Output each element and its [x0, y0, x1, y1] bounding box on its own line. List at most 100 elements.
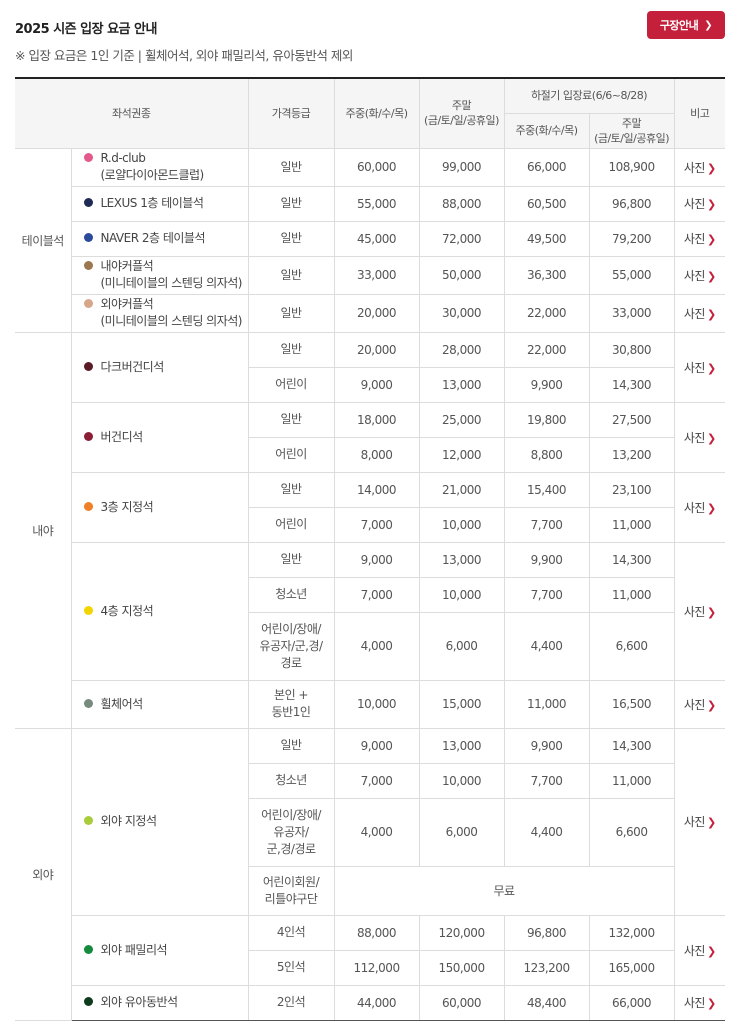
price-cell: 7,700 [503, 762, 590, 799]
price-cell: 18,000 [333, 401, 420, 438]
seat-burgundy-name: 버건디석 [100, 429, 144, 444]
photo-link-naver[interactable]: 사진 ❯ [673, 220, 726, 257]
price-cell: 36,300 [503, 255, 590, 295]
price-cell: 27,500 [588, 401, 675, 438]
seat-outfield-couple-desc: (미니테이블의 스텐딩 의자석) [100, 314, 243, 328]
price-cell: 13,000 [418, 541, 505, 578]
price-cell: 30,800 [588, 331, 675, 368]
seat-color-dot [83, 261, 93, 270]
category-table-seats: 테이블석 [15, 147, 72, 333]
grade-line: 어린이/장애/ [261, 621, 321, 636]
photo-link-outfield-family[interactable]: 사진 ❯ [673, 914, 726, 986]
price-cell: 60,000 [418, 984, 505, 1021]
grade-line: 경로 [280, 655, 302, 670]
photo-label: 사진 [683, 430, 706, 445]
price-cell: 14,300 [588, 727, 675, 764]
seat-infield-couple-desc: (미니테이블의 스텐딩 의자석) [100, 276, 243, 290]
table-row: 3층 지정석 일반 14,000 21,000 15,400 23,100 사진… [15, 471, 726, 543]
header-weekend-line1: 주말 [451, 99, 472, 113]
price-cell: 50,000 [418, 255, 505, 295]
seat-color-dot [83, 299, 93, 308]
table-row: 청소년 7,000 10,000 7,700 11,000 [15, 762, 725, 799]
photo-link-dark-burgundy[interactable]: 사진 ❯ [673, 331, 726, 403]
seat-color-dot [83, 233, 93, 242]
price-cell: 15,000 [418, 679, 505, 729]
grade-cell: 어린이회원/리틀야구단 [248, 865, 335, 916]
grade-line: 동반1인 [271, 705, 311, 719]
photo-link-infield-couple[interactable]: 사진 ❯ [673, 255, 726, 295]
price-cell: 6,600 [588, 611, 675, 681]
price-cell: 19,800 [503, 401, 590, 438]
seat-rdclub: R.d-club (로얄다이아몬드클럽) [70, 147, 249, 187]
chevron-right-icon: ❯ [706, 198, 716, 211]
price-cell: 7,700 [503, 576, 590, 613]
photo-link-rdclub[interactable]: 사진 ❯ [673, 147, 726, 187]
price-cell: 9,000 [333, 366, 420, 403]
photo-label: 사진 [683, 160, 706, 175]
table-row: 휠체어석 본인 + 동반1인 10,000 15,000 11,000 16,50… [15, 679, 726, 729]
photo-link-burgundy[interactable]: 사진 ❯ [673, 401, 726, 473]
grade-cell: 2인석 [247, 984, 335, 1021]
seat-color-dot [83, 944, 93, 954]
seat-rdclub-name: R.d-club [100, 151, 146, 165]
chevron-right-icon: ❯ [706, 361, 716, 375]
price-cell: 14,300 [588, 366, 675, 403]
chevron-right-icon: ❯ [706, 161, 716, 175]
price-cell: 4,400 [503, 611, 590, 681]
grade-cell: 일반 [247, 541, 335, 578]
price-cell: 10,000 [418, 506, 505, 543]
seat-outfield-couple: 외야커플석 (미니테이블의 스텐딩 의자석) [71, 293, 249, 333]
price-note: ※ 입장 요금은 1인 기준 | 휠체어석, 외야 패밀리석, 유아동반석 제외 [15, 48, 353, 63]
table-row: 외야커플석 (미니테이블의 스텐딩 의자석) 일반 20,000 30,000 2… [15, 293, 726, 333]
price-cell: 22,000 [503, 331, 590, 368]
seat-floor3-name: 3층 지정석 [100, 499, 154, 514]
chevron-right-icon: ❯ [706, 698, 716, 712]
grade-cell: 본인 + 동반1인 [247, 679, 335, 729]
header-summer-weekend: 주말 (금/토/일/공휴일) [588, 112, 675, 149]
stadium-guide-button[interactable]: 구장안내 ❯ [647, 11, 725, 39]
price-cell: 150,000 [418, 949, 505, 986]
price-cell: 10,000 [418, 762, 505, 799]
photo-link-outfield-infant[interactable]: 사진 ❯ [673, 984, 726, 1021]
price-cell: 8,000 [333, 436, 420, 473]
photo-link-wheelchair[interactable]: 사진 ❯ [673, 679, 726, 729]
table-row: 4층 지정석 일반 9,000 13,000 9,900 14,300 사진 ❯ [15, 541, 726, 681]
price-cell: 48,400 [503, 984, 590, 1021]
price-cell: 45,000 [333, 220, 420, 257]
price-cell: 7,000 [333, 762, 420, 799]
grade-line: 유공자/군,경/ [259, 638, 323, 653]
photo-label: 사진 [683, 232, 706, 246]
photo-link-outfield-couple[interactable]: 사진 ❯ [673, 293, 726, 333]
header-summer-weekday: 주중(화/수/목) [504, 112, 590, 149]
price-cell: 20,000 [333, 293, 420, 333]
table-row: NAVER 2층 테이블석 일반 45,000 72,000 49,500 79… [15, 220, 726, 257]
seat-outfield-infant-name: 외야 유아동반석 [100, 995, 179, 1009]
price-cell: 55,000 [333, 185, 420, 222]
photo-link-lexus[interactable]: 사진 ❯ [673, 185, 726, 222]
photo-link-outfield-reserved[interactable]: 사진 ❯ [673, 727, 726, 916]
photo-link-floor3[interactable]: 사진 ❯ [673, 471, 726, 543]
grade-cell: 어린이 [248, 366, 335, 403]
seat-outfield-reserved: 외야 지정석 [70, 727, 249, 916]
price-cell: 120,000 [418, 914, 505, 951]
price-cell: 9,900 [503, 541, 590, 578]
price-cell: 123,200 [503, 949, 590, 986]
price-cell: 11,000 [588, 762, 675, 799]
header-seat-type: 좌석권종 [15, 77, 249, 149]
grade-cell: 일반 [247, 255, 335, 295]
grade-line: 리틀야구단 [264, 891, 318, 906]
seat-outfield-infant: 외야 유아동반석 [71, 984, 249, 1021]
table-row: 어린이 8,000 12,000 8,800 13,200 [15, 436, 725, 473]
table-row: 5인석 112,000 150,000 123,200 165,000 [15, 949, 725, 986]
chevron-right-icon: ❯ [706, 269, 716, 283]
seat-wheelchair-name: 휠체어석 [100, 696, 144, 711]
price-cell: 165,000 [588, 949, 675, 986]
photo-link-floor4[interactable]: 사진 ❯ [673, 541, 726, 681]
grade-cell: 일반 [247, 147, 335, 187]
price-cell: 72,000 [418, 220, 505, 257]
price-cell: 96,800 [503, 914, 590, 951]
stadium-guide-label: 구장안내 [659, 19, 699, 32]
price-cell: 66,000 [503, 147, 590, 187]
price-cell: 30,000 [418, 293, 505, 333]
price-cell: 20,000 [333, 331, 420, 368]
